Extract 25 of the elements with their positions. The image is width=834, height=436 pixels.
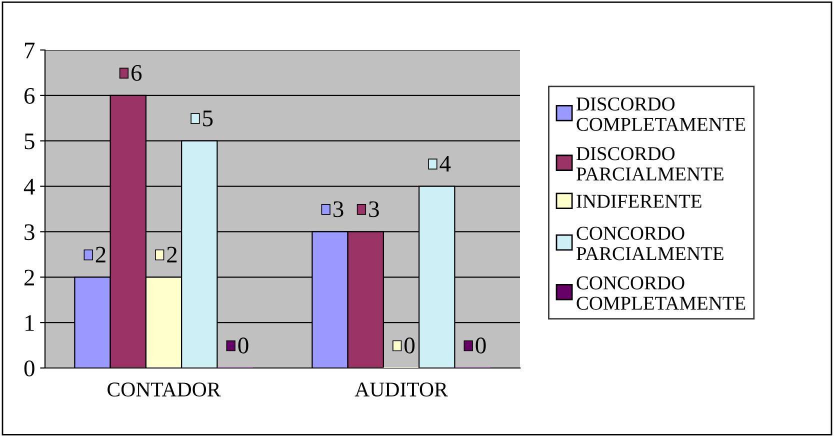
y-tick-label: 0 [24,360,34,376]
data-label: 0 [404,338,415,354]
y-tick-label: 3 [24,224,34,240]
data-label: 3 [369,201,379,218]
data-label: 3 [334,201,344,218]
data-label: 4 [440,156,451,172]
y-tick-label: 5 [24,134,34,150]
data-label: 6 [132,65,142,81]
y-tick-label: 2 [24,270,34,286]
legend-label: INDIFERENTE [576,194,702,208]
y-tick-label: 1 [26,315,34,331]
data-label: 0 [476,338,486,354]
data-label: 2 [167,246,177,262]
legend-label: CONCORDO COMPLETAMENTE [576,276,746,310]
y-tick-label: 6 [24,88,35,104]
x-tick-label: CONTADOR [108,382,221,397]
data-label: 2 [96,246,106,262]
y-tick-label: 7 [25,42,35,58]
legend-label: DISCORDO PARCIALMENTE [576,147,724,181]
data-label: 0 [238,338,248,354]
legend-label: DISCORDO COMPLETAMENTE [576,98,746,131]
x-tick-label: AUDITOR [354,382,448,397]
y-tick-label: 4 [24,178,35,194]
data-label: 5 [203,110,213,126]
legend-label: CONCORDO PARCIALMENTE [576,226,724,260]
